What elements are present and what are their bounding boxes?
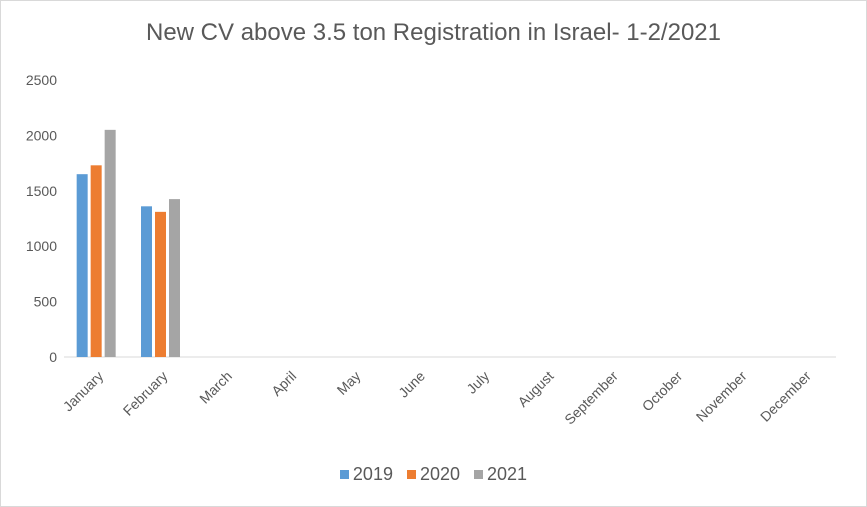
legend-label: 2021 — [487, 464, 528, 484]
x-tick-label-june: June — [395, 368, 428, 401]
x-tick-label-january: January — [60, 368, 107, 415]
y-tick-label: 500 — [34, 294, 58, 310]
x-tick-label-february: February — [120, 368, 171, 419]
y-tick-label: 2500 — [26, 72, 57, 88]
legend-label: 2019 — [352, 464, 393, 484]
x-tick-label-april: April — [268, 368, 299, 399]
y-tick-label: 1500 — [26, 183, 57, 199]
legend-label: 2020 — [419, 464, 461, 484]
legend-swatch — [339, 470, 349, 479]
bar-2021-january — [104, 129, 116, 357]
x-tick-label-august: August — [514, 368, 556, 410]
bar-2021-february — [169, 199, 180, 357]
legend-swatch — [474, 470, 484, 479]
legend-swatch — [406, 470, 416, 479]
x-tick-label-december: December — [757, 368, 814, 425]
bar-2020-february — [155, 211, 166, 357]
chart-legend: 2019 2020 2021 — [1, 464, 866, 485]
x-tick-label-october: October — [639, 368, 686, 415]
bar-2019-january — [76, 174, 88, 357]
x-tick-label-march: March — [196, 368, 235, 407]
legend-item-2020: 2020 — [406, 464, 461, 485]
x-tick-label-november: November — [693, 368, 750, 425]
bar-2019-february — [141, 206, 152, 357]
legend-item-2019: 2019 — [339, 464, 393, 485]
y-tick-label: 1000 — [26, 238, 57, 254]
chart-title: New CV above 3.5 ton Registration in Isr… — [146, 19, 721, 46]
x-tick-label-september: September — [561, 368, 621, 428]
x-tick-label-july: July — [463, 368, 492, 397]
y-tick-label: 2000 — [26, 127, 57, 143]
legend-item-2021: 2021 — [474, 464, 527, 485]
bar-2020-january — [90, 165, 102, 357]
y-tick-label: 0 — [49, 349, 57, 365]
x-tick-label-may: May — [334, 368, 364, 398]
